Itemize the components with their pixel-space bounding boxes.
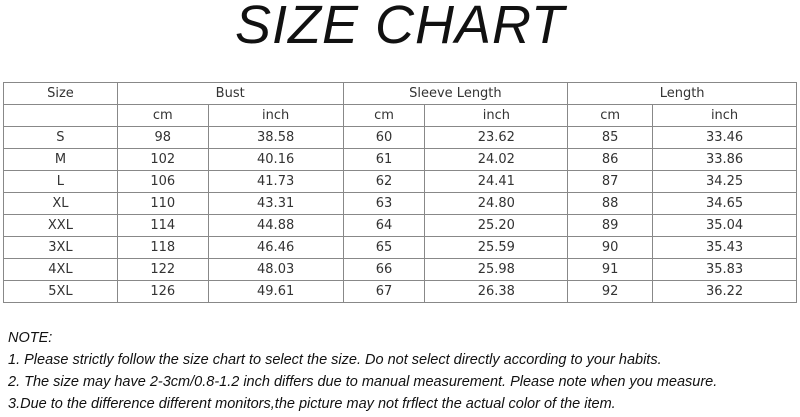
header-length: Length bbox=[567, 82, 797, 105]
size-cell: S bbox=[3, 126, 118, 149]
table-units-row: cm inch cm inch cm inch bbox=[3, 104, 797, 127]
header-sleeve-length: Sleeve Length bbox=[342, 82, 569, 105]
table-row: 4XL 122 48.03 66 25.98 91 35.83 bbox=[3, 258, 797, 281]
note-item: 1. Please strictly follow the size chart… bbox=[8, 352, 662, 368]
value-cell: 24.02 bbox=[424, 148, 569, 171]
value-cell: 92 bbox=[567, 280, 654, 303]
size-cell: XXL bbox=[3, 214, 118, 237]
header-size: Size bbox=[3, 82, 118, 105]
value-cell: 44.88 bbox=[207, 214, 344, 237]
size-chart-table: Size Bust Sleeve Length Length cm inch c… bbox=[3, 82, 797, 303]
value-cell: 63 bbox=[342, 192, 426, 215]
value-cell: 64 bbox=[342, 214, 426, 237]
value-cell: 34.65 bbox=[652, 192, 797, 215]
value-cell: 122 bbox=[116, 258, 209, 281]
value-cell: 118 bbox=[116, 236, 209, 259]
value-cell: 49.61 bbox=[207, 280, 344, 303]
value-cell: 41.73 bbox=[207, 170, 344, 193]
value-cell: 48.03 bbox=[207, 258, 344, 281]
value-cell: 87 bbox=[567, 170, 654, 193]
value-cell: 90 bbox=[567, 236, 654, 259]
value-cell: 43.31 bbox=[207, 192, 344, 215]
value-cell: 114 bbox=[116, 214, 209, 237]
value-cell: 25.98 bbox=[424, 258, 569, 281]
value-cell: 26.38 bbox=[424, 280, 569, 303]
size-cell: 5XL bbox=[3, 280, 118, 303]
unit-cell: inch bbox=[652, 104, 797, 127]
value-cell: 110 bbox=[116, 192, 209, 215]
value-cell: 35.04 bbox=[652, 214, 797, 237]
value-cell: 46.46 bbox=[207, 236, 344, 259]
value-cell: 36.22 bbox=[652, 280, 797, 303]
value-cell: 67 bbox=[342, 280, 426, 303]
value-cell: 25.20 bbox=[424, 214, 569, 237]
value-cell: 126 bbox=[116, 280, 209, 303]
unit-cell: inch bbox=[424, 104, 569, 127]
value-cell: 33.46 bbox=[652, 126, 797, 149]
value-cell: 86 bbox=[567, 148, 654, 171]
size-cell: M bbox=[3, 148, 118, 171]
value-cell: 24.41 bbox=[424, 170, 569, 193]
size-cell: L bbox=[3, 170, 118, 193]
value-cell: 102 bbox=[116, 148, 209, 171]
table-row: 5XL 126 49.61 67 26.38 92 36.22 bbox=[3, 280, 797, 303]
value-cell: 66 bbox=[342, 258, 426, 281]
table-row: S 98 38.58 60 23.62 85 33.46 bbox=[3, 126, 797, 149]
value-cell: 106 bbox=[116, 170, 209, 193]
note-item: 2. The size may have 2-3cm/0.8-1.2 inch … bbox=[8, 374, 718, 390]
value-cell: 24.80 bbox=[424, 192, 569, 215]
value-cell: 62 bbox=[342, 170, 426, 193]
header-bust: Bust bbox=[116, 82, 344, 105]
value-cell: 38.58 bbox=[207, 126, 344, 149]
notes: NOTE: 1. Please strictly follow the size… bbox=[8, 327, 717, 415]
table-row: L 106 41.73 62 24.41 87 34.25 bbox=[3, 170, 797, 193]
size-cell: XL bbox=[3, 192, 118, 215]
size-cell: 3XL bbox=[3, 236, 118, 259]
size-cell: 4XL bbox=[3, 258, 118, 281]
value-cell: 98 bbox=[116, 126, 209, 149]
unit-cell: cm bbox=[567, 104, 654, 127]
table-row: 3XL 118 46.46 65 25.59 90 35.43 bbox=[3, 236, 797, 259]
value-cell: 23.62 bbox=[424, 126, 569, 149]
value-cell: 25.59 bbox=[424, 236, 569, 259]
unit-cell: inch bbox=[207, 104, 344, 127]
unit-cell: cm bbox=[116, 104, 209, 127]
value-cell: 34.25 bbox=[652, 170, 797, 193]
value-cell: 91 bbox=[567, 258, 654, 281]
value-cell: 61 bbox=[342, 148, 426, 171]
value-cell: 89 bbox=[567, 214, 654, 237]
value-cell: 60 bbox=[342, 126, 426, 149]
table-row: XXL 114 44.88 64 25.20 89 35.04 bbox=[3, 214, 797, 237]
value-cell: 35.83 bbox=[652, 258, 797, 281]
unit-cell bbox=[3, 104, 118, 127]
table-header-row: Size Bust Sleeve Length Length bbox=[3, 82, 797, 105]
table-row: M 102 40.16 61 24.02 86 33.86 bbox=[3, 148, 797, 171]
value-cell: 85 bbox=[567, 126, 654, 149]
value-cell: 35.43 bbox=[652, 236, 797, 259]
page-title: SIZE CHART bbox=[234, 0, 566, 55]
unit-cell: cm bbox=[342, 104, 426, 127]
value-cell: 65 bbox=[342, 236, 426, 259]
note-heading: NOTE: bbox=[8, 330, 53, 346]
value-cell: 33.86 bbox=[652, 148, 797, 171]
value-cell: 88 bbox=[567, 192, 654, 215]
value-cell: 40.16 bbox=[207, 148, 344, 171]
note-item: 3.Due to the difference different monito… bbox=[8, 396, 616, 412]
table-row: XL 110 43.31 63 24.80 88 34.65 bbox=[3, 192, 797, 215]
